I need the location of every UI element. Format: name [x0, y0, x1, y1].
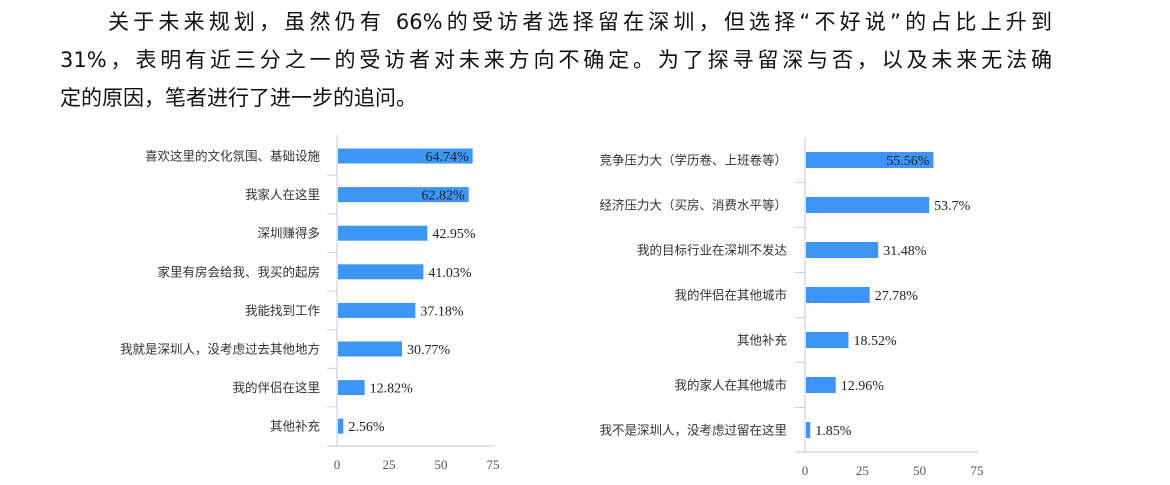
x-tick-label: 75 [971, 463, 984, 478]
data-label: 12.82% [370, 382, 414, 397]
data-label: 53.7% [934, 199, 971, 214]
category-label: 其他补充 [737, 333, 787, 348]
category-label: 我的伴侣在其他城市 [674, 288, 787, 303]
x-tick-label: 75 [487, 457, 500, 472]
bar [806, 377, 836, 393]
bar [806, 242, 879, 258]
bar [338, 225, 428, 241]
x-tick-label: 50 [435, 457, 448, 472]
paragraph-line-3: 定的原因，笔者进行了进一步的追问。 [60, 86, 417, 110]
data-label: 1.85% [815, 424, 852, 439]
bar [338, 148, 473, 164]
bar [338, 187, 469, 203]
paragraph-line-1: 关于未来规划，虽然仍有 66%的受访者选择留在深圳，但选择“不好说”的占比上升到 [108, 10, 1052, 34]
data-label: 55.56% [886, 154, 930, 169]
paragraph-line-2: 31%，表明有近三分之一的受访者对未来方向不确定。为了探寻留深与否，以及未来无法… [60, 48, 1052, 72]
category-label: 深圳赚得多 [257, 226, 320, 241]
data-label: 41.03% [428, 266, 472, 281]
bar [338, 380, 365, 396]
bar [806, 422, 811, 438]
bar-chart-2: 竞争压力大（学历卷、上班卷等） 55.56% 经济压力大（买房、消费水平等） 53.7… [599, 137, 984, 478]
data-label: 18.52% [853, 334, 897, 349]
category-label: 我的家人在其他城市 [674, 378, 787, 393]
x-tick-label: 0 [802, 463, 809, 478]
bar [338, 418, 344, 434]
category-label: 我能找到工作 [245, 303, 321, 318]
data-label: 12.96% [841, 379, 885, 394]
data-label: 30.77% [407, 343, 451, 358]
category-label: 我就是深圳人，没考虑过去其他地方 [120, 342, 320, 357]
bar [806, 287, 870, 303]
bar [338, 264, 424, 280]
x-tick-label: 25 [856, 463, 869, 478]
category-label: 我的目标行业在深圳不发达 [637, 243, 788, 258]
data-label: 2.56% [348, 420, 385, 435]
data-label: 37.18% [420, 304, 464, 319]
category-label: 竞争压力大（学历卷、上班卷等） [599, 153, 787, 168]
category-label: 我的伴侣在这里 [232, 380, 320, 395]
bar [806, 197, 930, 213]
category-label: 我不是深圳人，没考虑过留在这里 [599, 423, 787, 438]
x-tick-label: 50 [913, 463, 926, 478]
bar-chart-1: 喜欢这里的文化氛围、基础设施 64.74% 我家人在这里 62.82% 深圳赚得多 42.… [120, 135, 500, 472]
bar [806, 152, 934, 168]
category-label: 我家人在这里 [245, 187, 320, 202]
data-label: 64.74% [425, 150, 469, 165]
category-label: 其他补充 [270, 419, 320, 434]
category-label: 家里有房会给我、我买的起房 [157, 264, 320, 279]
bar [338, 341, 403, 357]
data-label: 42.95% [432, 227, 476, 242]
category-label: 喜欢这里的文化氛围、基础设施 [145, 149, 321, 164]
data-label: 31.48% [883, 244, 927, 259]
x-tick-label: 25 [383, 457, 396, 472]
data-label: 27.78% [875, 289, 919, 304]
data-label: 62.82% [421, 189, 465, 204]
bar [338, 302, 416, 318]
bar [806, 332, 849, 348]
x-tick-label: 0 [334, 457, 341, 472]
category-label: 经济压力大（买房、消费水平等） [599, 198, 787, 213]
